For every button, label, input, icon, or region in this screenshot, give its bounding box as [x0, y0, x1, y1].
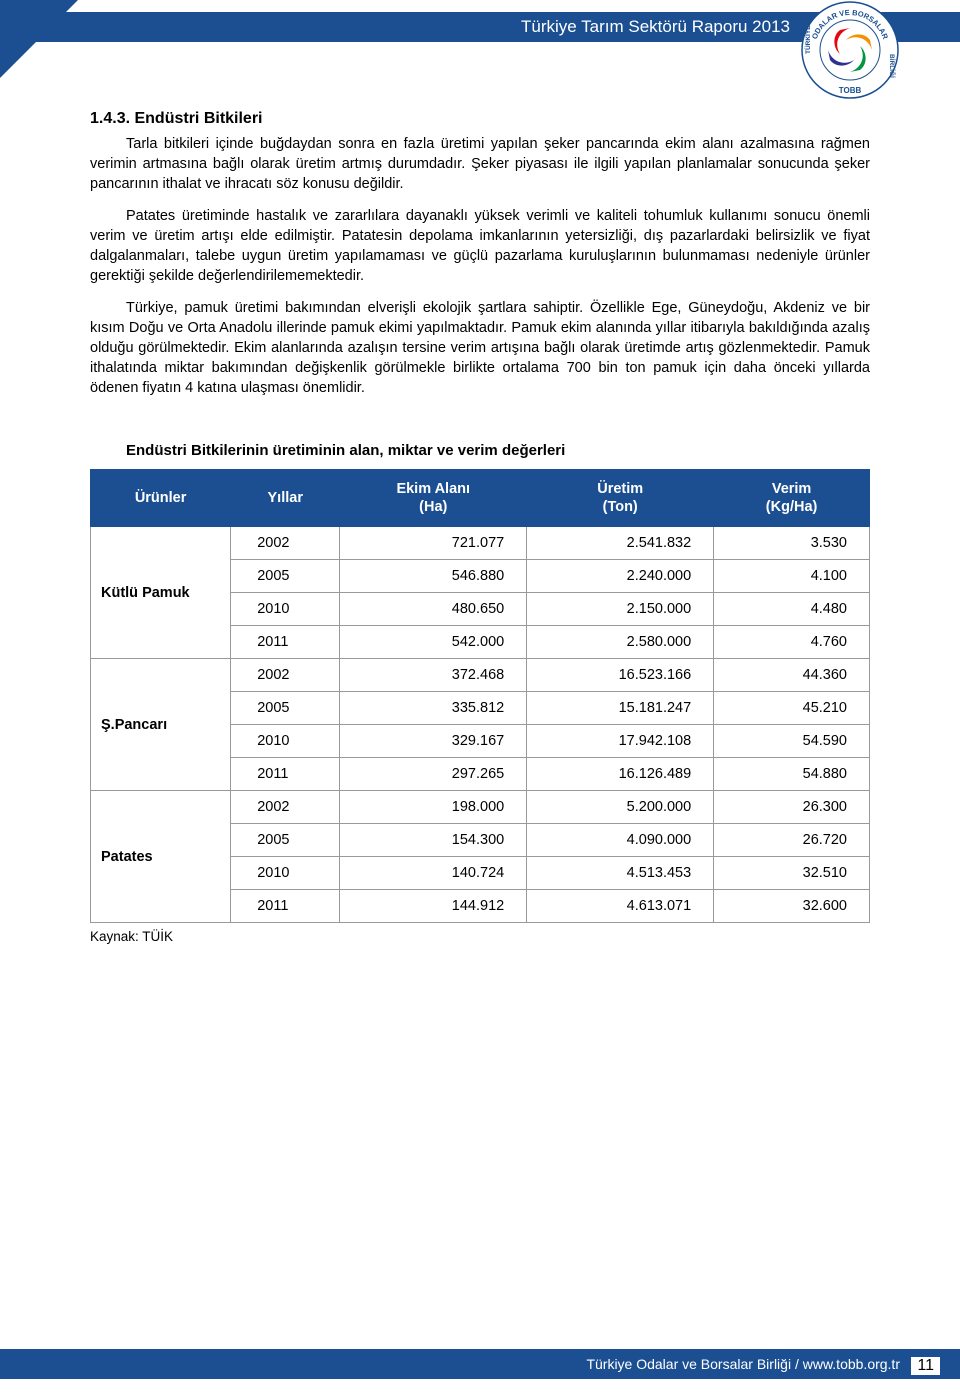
area-cell: 329.167 — [340, 725, 527, 758]
area-cell: 480.650 — [340, 593, 527, 626]
year-cell: 2010 — [231, 593, 340, 626]
col-production: Üretim (Ton) — [527, 470, 714, 527]
yield-cell: 54.880 — [714, 758, 870, 791]
report-title: Türkiye Tarım Sektörü Raporu 2013 — [521, 17, 790, 37]
area-cell: 297.265 — [340, 758, 527, 791]
year-cell: 2011 — [231, 626, 340, 659]
paragraph-2: Patates üretiminde hastalık ve zararlıla… — [90, 206, 870, 286]
year-cell: 2002 — [231, 791, 340, 824]
area-cell: 546.880 — [340, 560, 527, 593]
yield-cell: 32.600 — [714, 890, 870, 923]
year-cell: 2010 — [231, 725, 340, 758]
table-body: Kütlü Pamuk2002721.0772.541.8323.5302005… — [91, 527, 870, 923]
year-cell: 2010 — [231, 857, 340, 890]
logo-side-right: BİRLİĞİ — [888, 54, 897, 78]
product-cell: Kütlü Pamuk — [91, 527, 231, 659]
production-cell: 2.150.000 — [527, 593, 714, 626]
production-cell: 16.523.166 — [527, 659, 714, 692]
year-cell: 2005 — [231, 824, 340, 857]
area-cell: 372.468 — [340, 659, 527, 692]
product-cell: Ş.Pancarı — [91, 659, 231, 791]
production-cell: 2.541.832 — [527, 527, 714, 560]
yield-cell: 45.210 — [714, 692, 870, 725]
table-source: Kaynak: TÜİK — [90, 929, 870, 944]
production-cell: 16.126.489 — [527, 758, 714, 791]
footer-band: Türkiye Odalar ve Borsalar Birliği / www… — [0, 1349, 960, 1379]
year-cell: 2005 — [231, 692, 340, 725]
yield-cell: 44.360 — [714, 659, 870, 692]
yield-cell: 26.720 — [714, 824, 870, 857]
industrial-crops-table: Ürünler Yıllar Ekim Alanı (Ha) Üretim (T… — [90, 469, 870, 923]
area-cell: 144.912 — [340, 890, 527, 923]
year-cell: 2011 — [231, 890, 340, 923]
logo-bottom-label: TOBB — [839, 86, 862, 95]
production-cell: 5.200.000 — [527, 791, 714, 824]
production-cell: 4.090.000 — [527, 824, 714, 857]
section-heading: 1.4.3. Endüstri Bitkileri — [90, 110, 870, 128]
yield-cell: 4.760 — [714, 626, 870, 659]
production-cell: 2.580.000 — [527, 626, 714, 659]
production-cell: 17.942.108 — [527, 725, 714, 758]
page-content: 1.4.3. Endüstri Bitkileri Tarla bitkiler… — [90, 110, 870, 944]
product-cell: Patates — [91, 791, 231, 923]
page-number: 11 — [911, 1357, 940, 1375]
table-row: Ş.Pancarı2002372.46816.523.16644.360 — [91, 659, 870, 692]
table-row: Kütlü Pamuk2002721.0772.541.8323.530 — [91, 527, 870, 560]
col-products: Ürünler — [91, 470, 231, 527]
production-cell: 4.513.453 — [527, 857, 714, 890]
col-production-label: Üretim (Ton) — [597, 481, 643, 515]
year-cell: 2002 — [231, 659, 340, 692]
table-row: Patates2002198.0005.200.00026.300 — [91, 791, 870, 824]
footer-text: Türkiye Odalar ve Borsalar Birliği / www… — [586, 1356, 900, 1372]
col-area: Ekim Alanı (Ha) — [340, 470, 527, 527]
production-cell: 4.613.071 — [527, 890, 714, 923]
area-cell: 198.000 — [340, 791, 527, 824]
tobb-logo: ODALAR VE BORSALAR TÜRKİYE BİRLİĞİ TOBB — [800, 0, 900, 100]
yield-cell: 26.300 — [714, 791, 870, 824]
table-title: Endüstri Bitkilerinin üretiminin alan, m… — [90, 442, 870, 459]
col-yield: Verim (Kg/Ha) — [714, 470, 870, 527]
year-cell: 2011 — [231, 758, 340, 791]
production-cell: 15.181.247 — [527, 692, 714, 725]
area-cell: 542.000 — [340, 626, 527, 659]
area-cell: 154.300 — [340, 824, 527, 857]
year-cell: 2005 — [231, 560, 340, 593]
paragraph-3: Türkiye, pamuk üretimi bakımından elveri… — [90, 298, 870, 398]
yield-cell: 32.510 — [714, 857, 870, 890]
col-years: Yıllar — [231, 470, 340, 527]
yield-cell: 4.480 — [714, 593, 870, 626]
table-header-row: Ürünler Yıllar Ekim Alanı (Ha) Üretim (T… — [91, 470, 870, 527]
logo-svg: ODALAR VE BORSALAR TÜRKİYE BİRLİĞİ TOBB — [800, 0, 900, 100]
area-cell: 721.077 — [340, 527, 527, 560]
yield-cell: 4.100 — [714, 560, 870, 593]
paragraph-1: Tarla bitkileri içinde buğdaydan sonra e… — [90, 134, 870, 194]
logo-side-left: TÜRKİYE — [803, 25, 812, 54]
yield-cell: 3.530 — [714, 527, 870, 560]
area-cell: 335.812 — [340, 692, 527, 725]
area-cell: 140.724 — [340, 857, 527, 890]
yield-cell: 54.590 — [714, 725, 870, 758]
production-cell: 2.240.000 — [527, 560, 714, 593]
year-cell: 2002 — [231, 527, 340, 560]
col-area-label: Ekim Alanı (Ha) — [396, 481, 470, 515]
col-yield-label: Verim (Kg/Ha) — [766, 481, 818, 515]
